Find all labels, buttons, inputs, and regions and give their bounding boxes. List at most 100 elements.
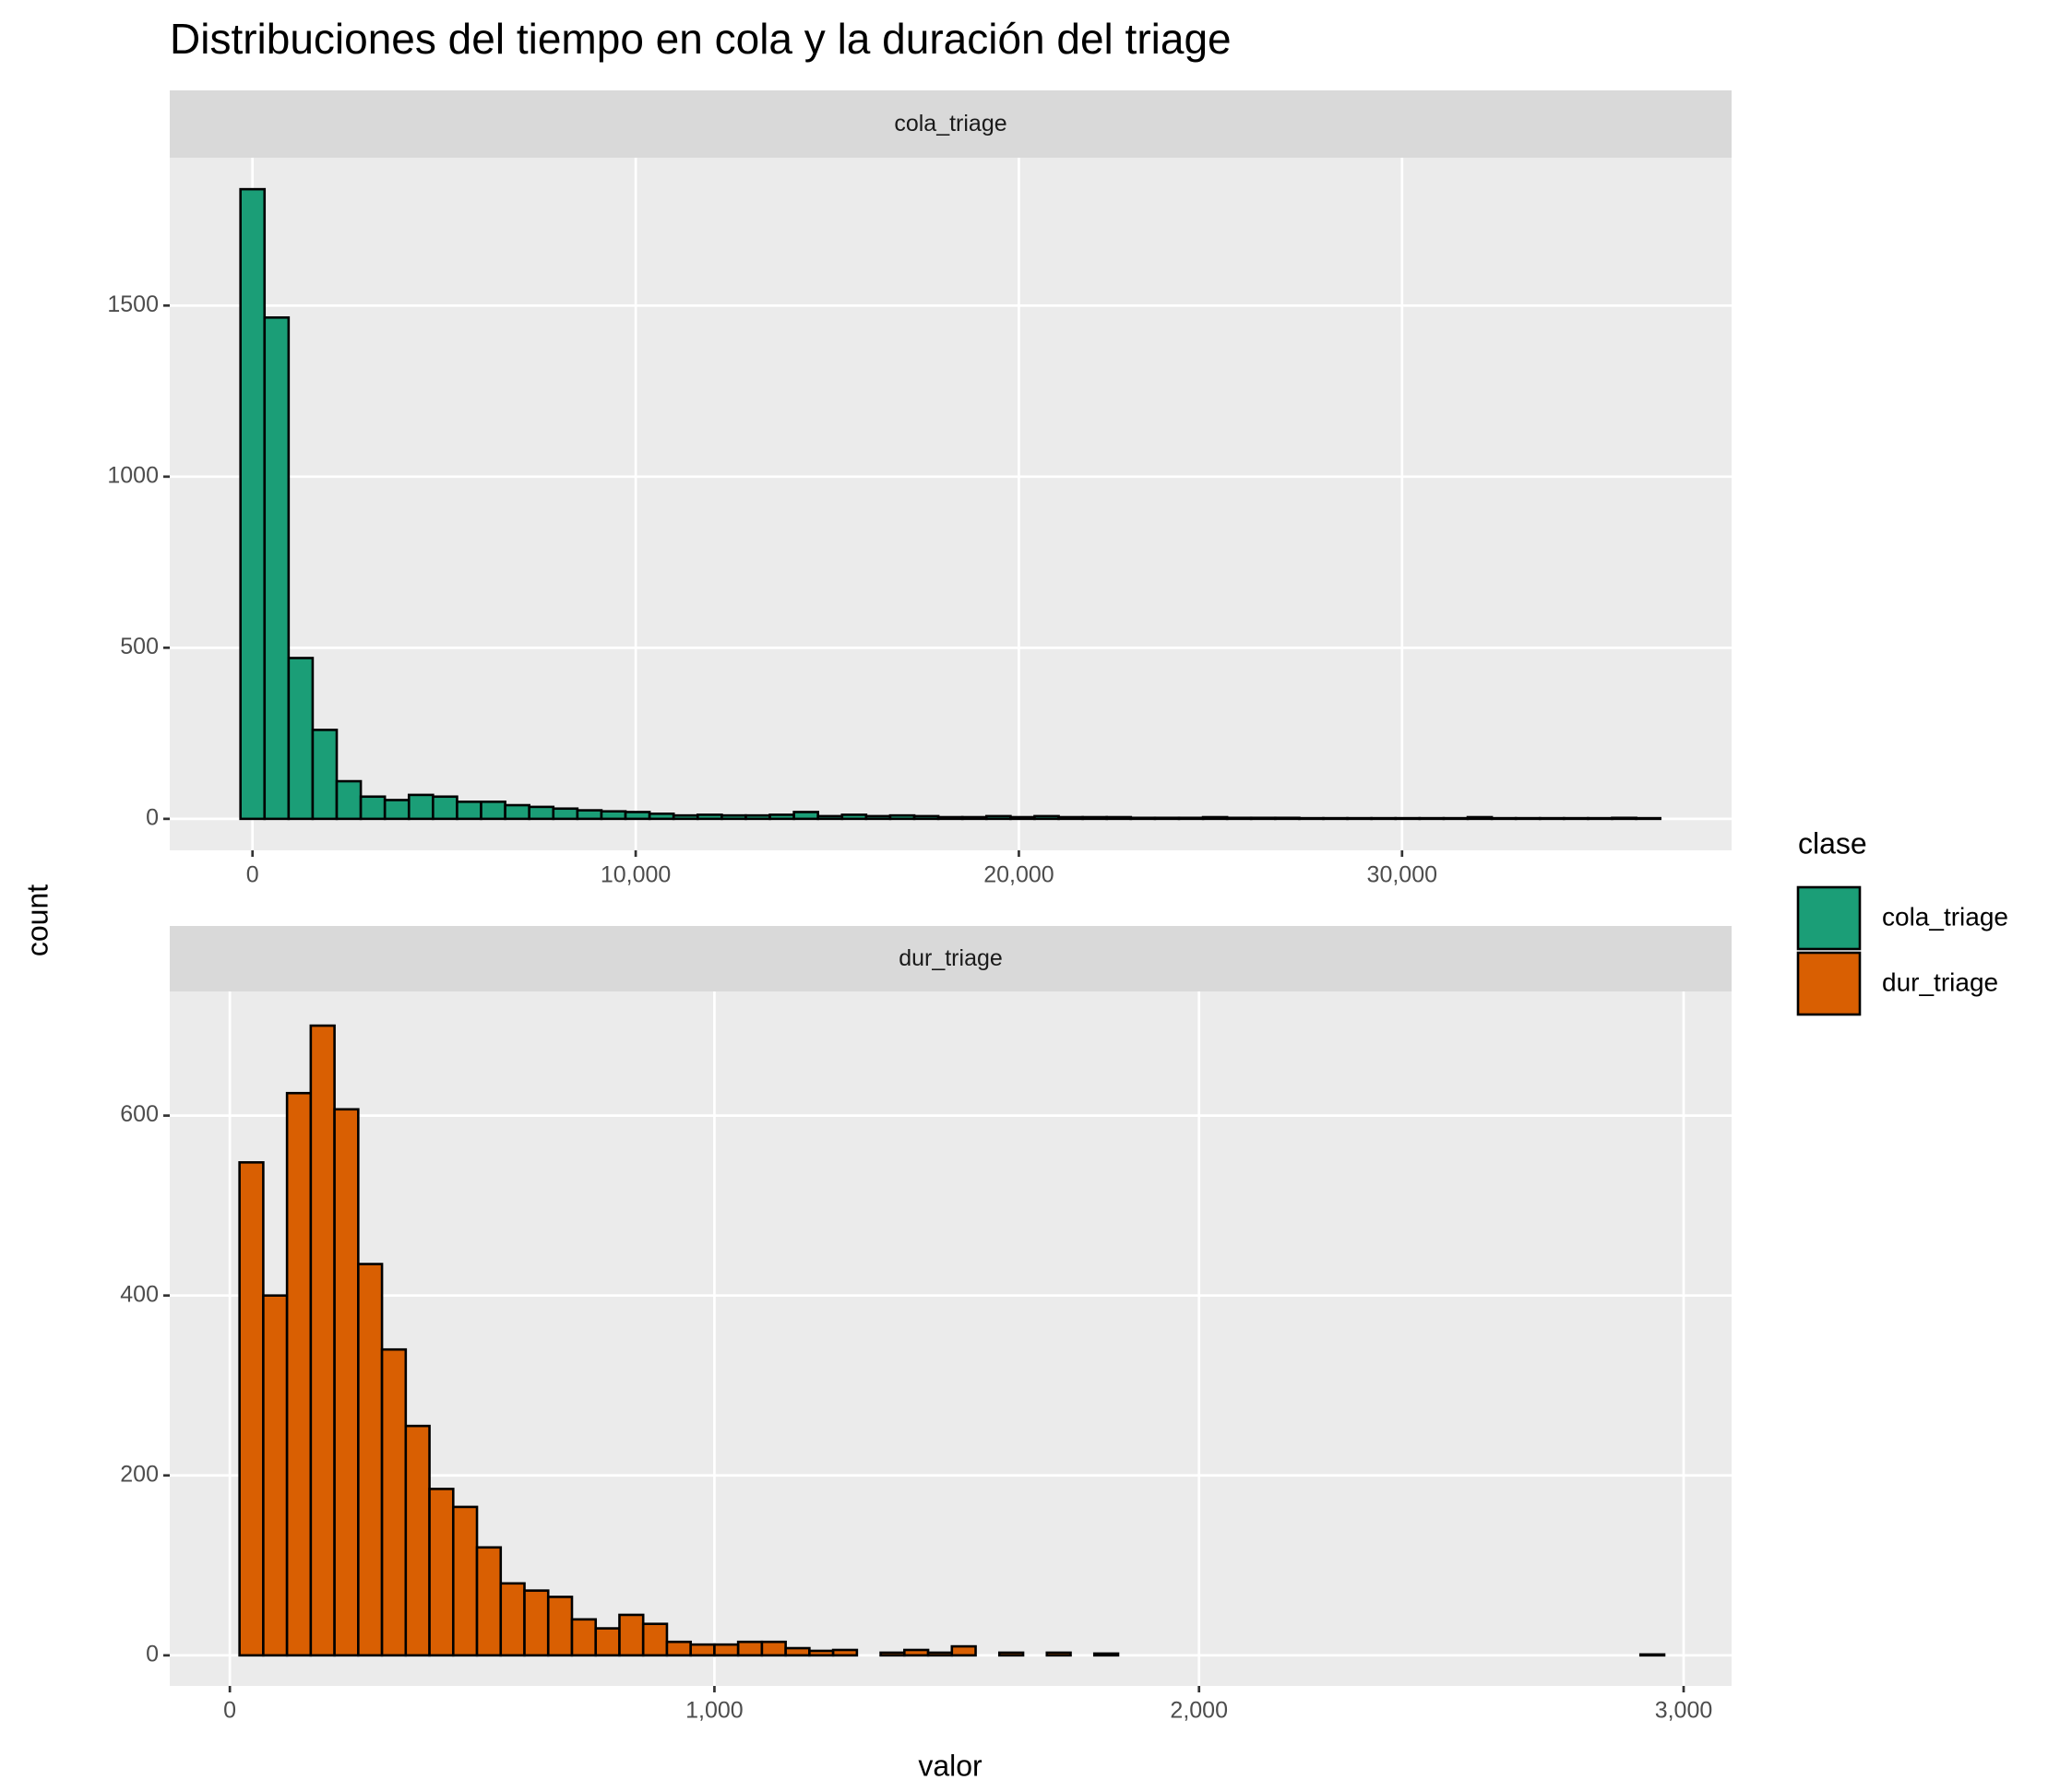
histogram-bar (600, 810, 627, 821)
legend-title: clase (1798, 826, 1867, 860)
histogram-bar (1587, 816, 1614, 821)
histogram-bar (768, 813, 795, 821)
panel-background (170, 158, 1732, 850)
histogram-bar (1466, 815, 1494, 821)
histogram-bar (997, 1651, 1025, 1657)
histogram-bar (648, 812, 675, 821)
histogram-bar (1638, 1653, 1666, 1657)
histogram-bar (696, 813, 723, 821)
histogram-bar (1322, 816, 1349, 821)
histogram-bar (1394, 816, 1422, 821)
histogram-bar (1105, 815, 1133, 821)
histogram-bar (1057, 815, 1084, 821)
histogram-bar (864, 814, 892, 821)
histogram-bar (840, 813, 868, 821)
y-axis-title: count (20, 884, 54, 956)
histogram-bar (888, 813, 916, 821)
histogram-bar (792, 811, 820, 821)
histogram-bar (239, 187, 267, 821)
histogram-bar (287, 657, 315, 821)
histogram-bar (311, 729, 339, 821)
x-tick-label: 2,000 (1170, 1698, 1228, 1724)
histogram-bar (1201, 815, 1229, 821)
histogram-bar (357, 1263, 384, 1657)
histogram-bar (309, 1024, 336, 1657)
legend-key (1796, 885, 1862, 951)
histogram-bar (618, 1613, 645, 1657)
histogram-bar (831, 1648, 859, 1657)
histogram-bar (808, 1649, 835, 1657)
y-tick-label: 1500 (107, 291, 159, 317)
histogram-bar (1346, 816, 1373, 821)
histogram-bar (912, 814, 940, 821)
histogram-bar (936, 815, 964, 821)
histogram-bar (720, 813, 747, 821)
histogram-bar (263, 315, 291, 821)
x-tick-label: 20,000 (983, 862, 1054, 888)
y-tick-label: 200 (120, 1461, 159, 1487)
histogram-bar (984, 814, 1012, 821)
histogram-bar (1225, 816, 1253, 821)
y-tick-label: 600 (120, 1101, 159, 1127)
histogram-bar (451, 1505, 479, 1657)
x-tick-label: 0 (223, 1698, 236, 1724)
histogram-bar (546, 1596, 574, 1657)
histogram-bar (1418, 816, 1446, 821)
facet-strip (170, 926, 1732, 991)
x-tick-label: 0 (246, 862, 259, 888)
histogram-bar (1177, 816, 1205, 821)
histogram-bar (641, 1622, 669, 1657)
facet-label: dur_triage (899, 945, 1003, 971)
x-axis-title: valor (918, 1749, 982, 1782)
histogram-bar (404, 1424, 431, 1657)
histogram-bar (407, 793, 435, 821)
histogram-bar (1538, 816, 1566, 821)
histogram-bar (475, 1546, 503, 1657)
histogram-bar (1249, 816, 1277, 821)
histogram-bar (1009, 815, 1036, 821)
x-tick-label: 3,000 (1655, 1698, 1713, 1724)
histogram-bar (1514, 816, 1542, 821)
histogram-bar (285, 1091, 313, 1657)
x-tick-label: 30,000 (1367, 862, 1437, 888)
histogram-bar (480, 801, 506, 821)
histogram-bar (713, 1643, 740, 1657)
histogram-bar (428, 1488, 455, 1657)
y-tick-label: 0 (146, 804, 159, 830)
histogram-bar (744, 813, 771, 821)
y-tick-label: 1000 (107, 462, 159, 488)
facet-label: cola_triage (894, 111, 1006, 136)
histogram-bar (1370, 816, 1398, 821)
histogram-bar (570, 1618, 598, 1657)
histogram-bar (1490, 816, 1518, 821)
x-tick-label: 1,000 (685, 1698, 744, 1724)
histogram-bar (594, 1627, 621, 1657)
histogram-bar (238, 1161, 265, 1657)
histogram-bar (1129, 816, 1157, 821)
y-tick-label: 400 (120, 1281, 159, 1307)
facet-strip (170, 90, 1732, 158)
legend-key (1796, 951, 1862, 1016)
histogram-bar (552, 807, 579, 821)
histogram-bar (383, 799, 411, 821)
y-tick-label: 500 (120, 634, 159, 659)
legend-label: cola_triage (1882, 902, 2008, 931)
histogram-bar (665, 1640, 692, 1657)
histogram-bar (879, 1651, 906, 1657)
histogram-bar (926, 1651, 954, 1657)
histogram-bar (672, 813, 699, 821)
histogram-bar (1274, 816, 1301, 821)
histogram-bar (760, 1640, 787, 1657)
histogram-bar (380, 1347, 408, 1657)
histogram-bar (1153, 816, 1181, 821)
histogram-bar (359, 795, 387, 821)
histogram-bar (816, 814, 844, 821)
histogram-bar (432, 795, 458, 821)
histogram-bar (950, 1644, 977, 1657)
histogram-bar (1611, 816, 1637, 821)
histogram-bar (1563, 816, 1590, 821)
histogram-bar (335, 779, 363, 821)
histogram-bar (262, 1294, 289, 1657)
histogram-bar (499, 1582, 526, 1657)
histogram-bar (736, 1640, 764, 1657)
